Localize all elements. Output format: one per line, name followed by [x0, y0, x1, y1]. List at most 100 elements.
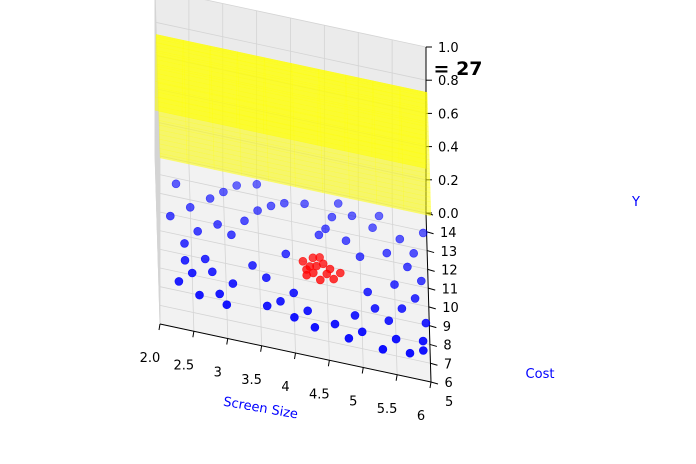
surface-patch	[402, 186, 431, 198]
data-point	[418, 346, 428, 355]
surface-patch	[400, 106, 429, 119]
data-point	[421, 318, 431, 328]
data-point	[215, 289, 224, 299]
data-point	[355, 252, 365, 262]
x-tick-label: 5.5	[377, 402, 398, 417]
data-point	[300, 199, 309, 209]
data-point	[261, 273, 271, 283]
data-point	[390, 280, 399, 289]
data-point	[195, 290, 204, 300]
y-tick-mark	[429, 325, 437, 329]
x-tick-mark	[294, 352, 296, 360]
data-point	[308, 253, 318, 263]
data-point	[253, 206, 262, 215]
data-point	[333, 199, 343, 208]
surface-patch	[402, 162, 431, 175]
x-tick-mark	[226, 338, 229, 345]
x-tick-mark	[158, 323, 161, 331]
wall-grid-z	[154, 88, 161, 258]
x-tick-label: 3	[214, 366, 222, 381]
data-point	[290, 312, 299, 322]
data-point	[384, 316, 394, 326]
data-point	[321, 224, 330, 234]
data-point	[391, 334, 401, 344]
x-tick-label: 5	[349, 395, 357, 410]
data-point	[266, 201, 276, 211]
y-tick-label: 9	[443, 320, 451, 335]
data-point	[281, 249, 291, 259]
x-tick-label: 6	[417, 409, 425, 424]
floor-grid-y	[159, 304, 431, 364]
surface-patch	[400, 102, 429, 114]
data-point	[276, 296, 285, 306]
floor-grid-x	[357, 198, 364, 368]
surface-patch	[400, 98, 429, 110]
x-tick-label: 2.0	[140, 351, 161, 366]
data-point	[185, 203, 195, 212]
surface-patch	[403, 200, 432, 212]
surface-patch	[400, 111, 429, 123]
data-point	[397, 304, 407, 313]
z-tick-label: 0.2	[438, 174, 459, 189]
data-point	[205, 194, 215, 203]
x-tick-label: 2.5	[174, 358, 195, 373]
data-point	[418, 228, 428, 238]
surface-patch	[401, 144, 430, 156]
data-point	[315, 275, 325, 285]
y-tick-label: 7	[444, 357, 452, 372]
x-tick-mark	[192, 331, 195, 338]
data-point	[187, 268, 197, 278]
z-tick-label: 1.0	[438, 41, 459, 56]
surface-patch	[403, 191, 431, 203]
data-point	[335, 268, 345, 278]
data-point	[344, 333, 354, 343]
floor-grid-x	[222, 169, 229, 339]
data-point	[322, 269, 332, 279]
data-point	[310, 322, 320, 332]
y-tick-label: 11	[442, 282, 459, 297]
surface-patch	[399, 86, 428, 95]
data-point	[232, 181, 241, 190]
data-point	[357, 327, 367, 337]
x-tick-label: 4.5	[309, 387, 330, 402]
y-tick-label: 13	[441, 245, 458, 260]
floor-grid-x	[256, 176, 263, 346]
y-tick-mark	[426, 231, 434, 235]
data-point	[314, 230, 324, 240]
data-point	[368, 223, 377, 232]
wall-grid-z	[154, 154, 161, 325]
wall-grid-z	[154, 121, 161, 291]
surface-patch	[401, 139, 430, 151]
floor-grid-y	[156, 210, 428, 270]
data-point	[166, 211, 175, 221]
data-point	[378, 344, 388, 354]
data-point	[228, 279, 238, 288]
back-grid-z	[204, 0, 427, 48]
x-tick-mark	[361, 367, 364, 374]
x-tick-mark	[395, 374, 398, 381]
data-point	[363, 287, 373, 297]
data-point	[327, 212, 337, 222]
surface-patch	[401, 125, 429, 137]
floor-grid-x	[290, 183, 296, 354]
plot-marks	[154, 34, 432, 358]
y-tick-label: 6	[444, 376, 452, 391]
surface-patch	[402, 167, 431, 179]
surface-patch	[400, 94, 428, 105]
surface-patch	[401, 130, 430, 142]
data-point	[302, 270, 312, 280]
tick-labels: 2.0 2.5 3 3.5 4 4.5 5 5.5 6 5 6 7 8 9 10 11 12 13 14 0.0 0.2…	[140, 41, 459, 424]
z-tick-label: 0.6	[438, 107, 459, 122]
data-point	[416, 276, 426, 286]
data-point	[262, 301, 272, 311]
floor-grid-y	[156, 192, 428, 251]
data-point	[252, 180, 262, 189]
surface-patch	[402, 158, 430, 170]
data-point	[180, 239, 189, 248]
data-point	[370, 304, 380, 313]
data-point	[200, 254, 210, 264]
data-point	[240, 216, 249, 226]
floor-grid-y	[157, 229, 429, 289]
x-tick-mark	[429, 381, 432, 389]
data-point	[193, 227, 202, 236]
